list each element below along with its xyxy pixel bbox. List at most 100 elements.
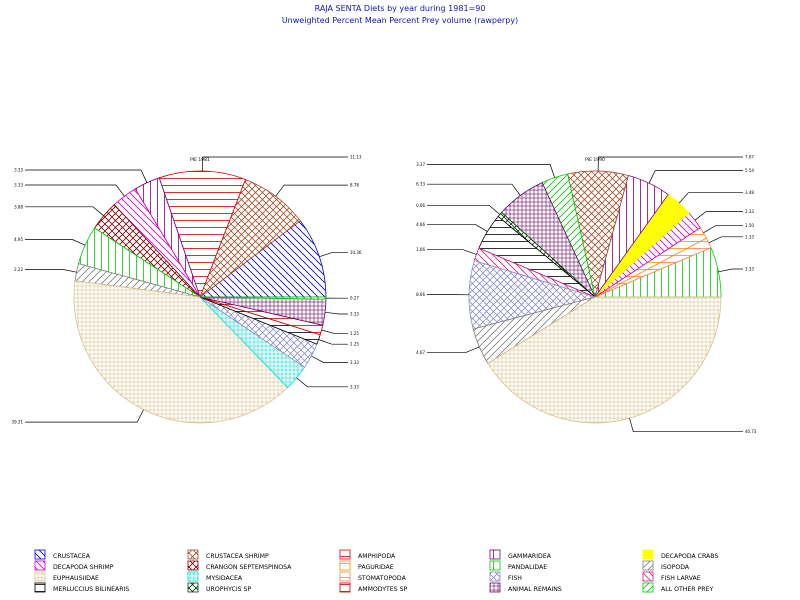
leader-line xyxy=(427,183,521,196)
legend-swatch xyxy=(489,571,501,582)
legend-swatch xyxy=(187,560,199,571)
pie-1: PIE 1981 10.36 8.78 11.13 3.33 3.33 3.88 4.95 2.… xyxy=(12,155,362,425)
leader-line xyxy=(25,239,86,246)
value-label: 1.25 xyxy=(350,342,359,347)
legend-label: ANIMAL REMAINS xyxy=(508,586,562,593)
leader-line xyxy=(427,204,501,215)
value-label: 4.95 xyxy=(14,237,23,242)
leader-line xyxy=(678,192,743,204)
leader-line xyxy=(25,184,125,197)
legend-swatch xyxy=(187,571,199,582)
legend-label: EUPHAUSIIDAE xyxy=(53,575,99,582)
chart-subtitle: Unweighted Percent Mean Percent Prey vol… xyxy=(282,16,518,25)
leader-line xyxy=(325,311,348,315)
leader-line xyxy=(296,377,348,388)
leader-line xyxy=(427,249,477,255)
value-label: 3.33 xyxy=(14,168,23,173)
value-label: 3.48 xyxy=(745,190,754,195)
chart-title: RAJA SENTA Diets by year during 1981=90 xyxy=(315,4,486,13)
leader-line xyxy=(597,156,743,172)
pies-group: PIE 1981 10.36 8.78 11.13 3.33 3.33 3.88 4.95 2.… xyxy=(12,155,757,435)
legend-item: AMMODYTES SP xyxy=(339,582,407,593)
legend-swatch xyxy=(489,582,501,593)
legend-swatch xyxy=(187,549,199,560)
pie-slice-amphipoda xyxy=(158,170,246,299)
value-label: 11.13 xyxy=(350,155,362,160)
legend-label: UROPHYCIS SP xyxy=(206,586,251,593)
legend-label: ALL OTHER PREY xyxy=(661,586,714,593)
legend-item: PANDALIDAE xyxy=(489,560,547,571)
pie-label: PIE 1990 xyxy=(585,157,605,163)
leader-line xyxy=(648,170,743,184)
legend-item: STOMATOPODA xyxy=(339,571,407,582)
legend-item: MYSIDACEA xyxy=(187,571,243,582)
leader-line xyxy=(311,355,348,363)
value-label: 0.27 xyxy=(350,296,359,301)
leader-line xyxy=(629,418,743,433)
leader-line xyxy=(321,329,348,335)
legend-label: FISH xyxy=(508,575,522,582)
legend-label: FISH LARVAE xyxy=(661,575,701,582)
value-label: 1.25 xyxy=(350,331,359,336)
leader-line xyxy=(718,268,743,273)
legend-label: ISOPODA xyxy=(661,564,690,571)
legend-label: GAMMARIDEA xyxy=(508,553,552,560)
legend-swatch xyxy=(642,571,654,582)
value-label: 6.33 xyxy=(416,182,425,187)
leader-line xyxy=(318,339,348,345)
legend-label: CRUSTACEA xyxy=(53,553,91,560)
value-label: 1.33 xyxy=(745,234,754,239)
legend-label: CRANGON SEPTEMSPINOSA xyxy=(206,564,292,571)
legend-swatch xyxy=(34,560,46,571)
legend-item: GAMMARIDEA xyxy=(489,549,552,560)
leader-line xyxy=(427,164,555,178)
value-label: 0.66 xyxy=(416,203,425,208)
legend-item: ANIMAL REMAINS xyxy=(489,582,562,593)
value-label: 4.66 xyxy=(416,222,425,227)
legend-item: ALL OTHER PREY xyxy=(642,582,714,593)
value-label: 10.36 xyxy=(350,250,362,255)
legend-item: UROPHYCIS SP xyxy=(187,582,251,593)
legend-item: PAGURIDAE xyxy=(339,560,394,571)
legend-swatch xyxy=(642,560,654,571)
legend-item: CRANGON SEPTEMSPINOSA xyxy=(187,560,292,571)
value-label: 40.73 xyxy=(745,429,757,434)
legend-label: AMMODYTES SP xyxy=(358,586,407,593)
value-label: 2.22 xyxy=(14,267,23,272)
legend-item: DECAPODA SHRIMP xyxy=(34,560,114,571)
leader-line xyxy=(427,346,480,353)
leader-line xyxy=(319,251,348,258)
leader-line xyxy=(202,156,348,172)
value-label: 3.88 xyxy=(14,204,23,209)
legend-swatch xyxy=(339,582,351,593)
legend-label: MYSIDACEA xyxy=(206,575,243,582)
value-label: 1.66 xyxy=(416,247,425,252)
value-label: 3.33 xyxy=(350,311,359,316)
value-label: 3.33 xyxy=(745,267,754,272)
leader-line xyxy=(25,269,77,273)
leader-line xyxy=(25,206,104,217)
pie-2: PIE 1990 3.33 1.33 1.50 2.33 3.48 5.54 7.67 3.37… xyxy=(416,155,757,435)
value-label: 3.33 xyxy=(350,384,359,389)
value-label: 8.78 xyxy=(350,183,359,188)
legend-item: EUPHAUSIIDAE xyxy=(34,571,99,582)
legend-swatch xyxy=(339,571,351,582)
value-label: 3.33 xyxy=(14,183,23,188)
legend-item: MERLUCCIUS BILINEARIS xyxy=(34,582,129,593)
value-label: 3.37 xyxy=(416,162,425,167)
legend-swatch xyxy=(187,582,199,593)
leader-line xyxy=(694,211,743,221)
legend-swatch xyxy=(489,560,501,571)
legend-item: CRUSTACEA xyxy=(34,549,91,560)
pie-slice-crustacea xyxy=(198,220,327,298)
legend-swatch xyxy=(489,549,501,560)
legend-swatch xyxy=(642,582,654,593)
legend-label: DECAPODA SHRIMP xyxy=(53,564,114,571)
legend-label: CRUSTACEA SHRIMP xyxy=(206,553,269,560)
value-label: 8.66 xyxy=(416,292,425,297)
leader-line xyxy=(25,169,148,183)
legend-label: DECAPODA CRABS xyxy=(661,553,718,560)
value-label: 7.67 xyxy=(745,155,754,160)
legend-item: FISH LARVAE xyxy=(642,571,701,582)
